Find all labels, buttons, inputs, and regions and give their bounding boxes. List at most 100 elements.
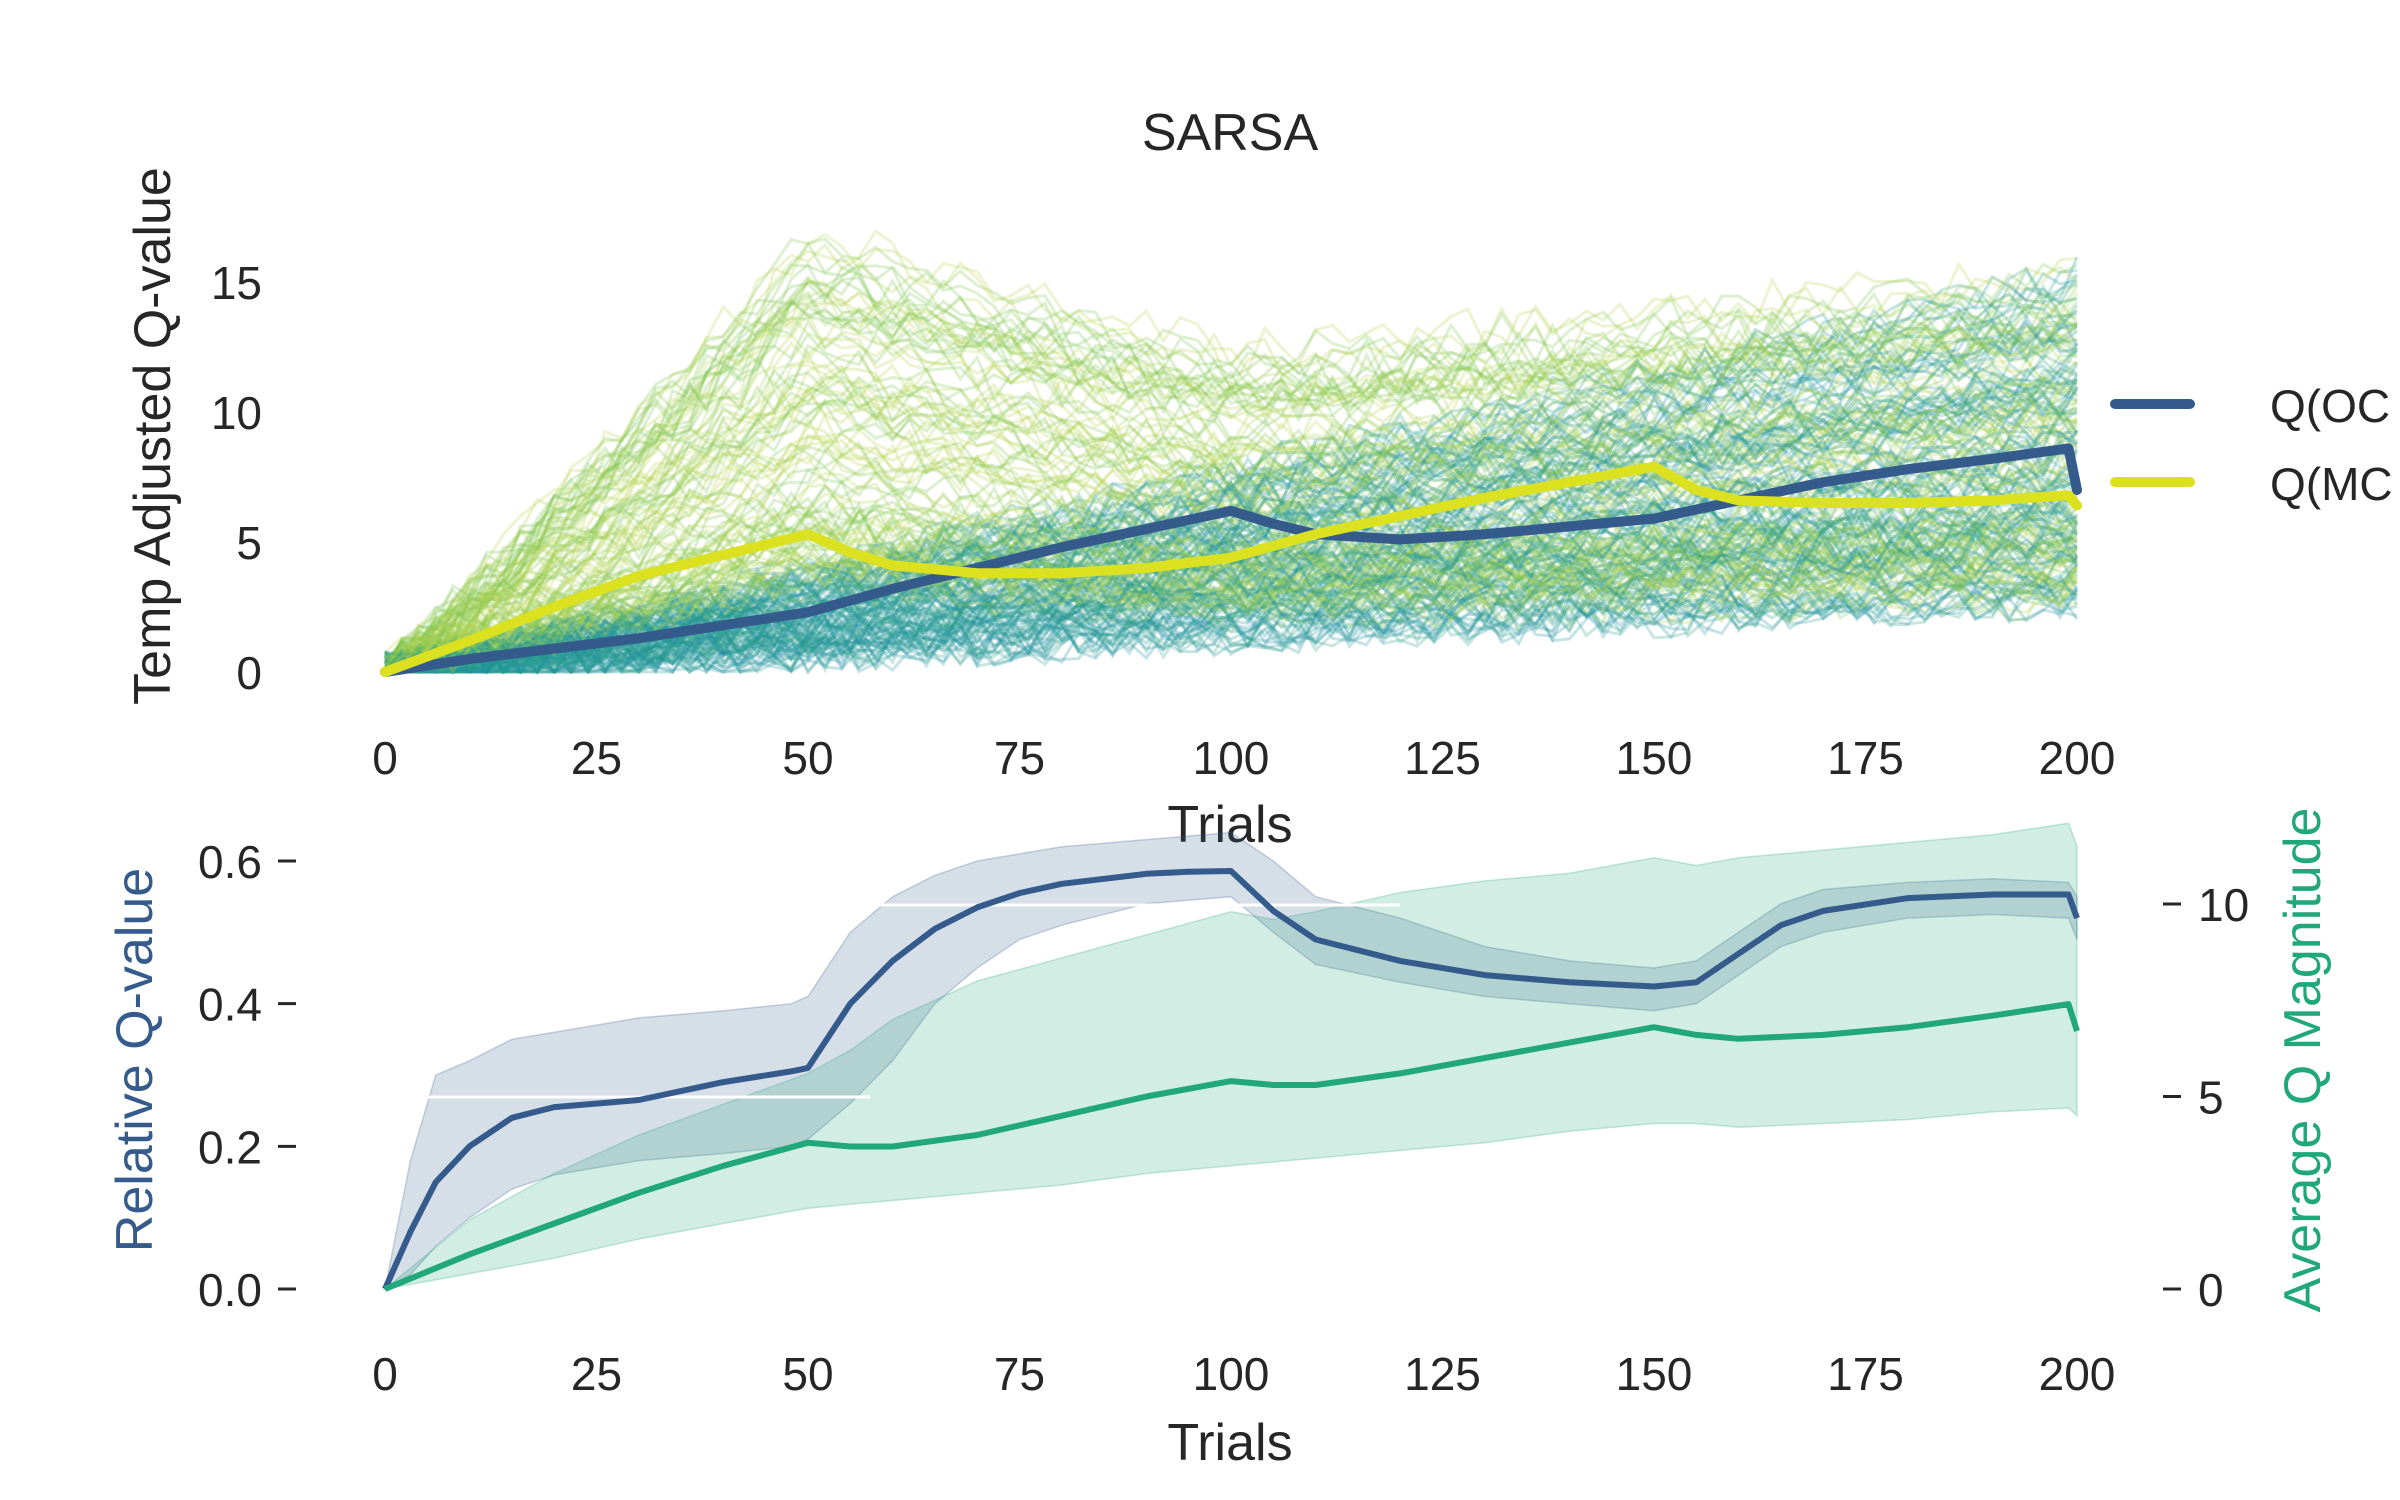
trajectory-line <box>384 579 2078 674</box>
trajectory-line <box>385 555 2079 674</box>
trajectory-line <box>384 527 2078 674</box>
trajectory-line <box>384 364 2078 674</box>
trajectory-line <box>384 561 2079 675</box>
bottom-panel: 0.0 0.2 0.4 0.6 0 5 10 0 25 50 75 100 125 150 175 200… <box>106 808 2332 1472</box>
trajectory-line <box>383 431 2078 674</box>
trajectory-line <box>384 291 2078 665</box>
trajectory-line <box>384 534 2078 674</box>
x-tick-label: 175 <box>1827 1348 1904 1400</box>
trajectory-line <box>384 313 2078 674</box>
trajectory-line <box>383 390 2078 673</box>
trajectory-line <box>384 325 2078 670</box>
trajectory-line <box>383 293 2078 673</box>
bottom-left-y-ticks: 0.0 0.2 0.4 0.6 <box>198 836 296 1316</box>
trajectory-line <box>383 521 2078 673</box>
trajectory-line <box>384 484 2078 674</box>
trajectory-line <box>383 374 2079 670</box>
trajectory-line <box>383 232 2078 674</box>
y-tick-label: 15 <box>211 257 262 309</box>
x-tick-label: 200 <box>2039 1348 2116 1400</box>
trajectory-line <box>384 551 2079 674</box>
y-tick-label: 0.0 <box>198 1264 262 1316</box>
trajectory-line <box>384 373 2079 665</box>
trajectory-line <box>384 583 2078 675</box>
trajectory-line <box>384 500 2078 670</box>
y-tick-label: 0.2 <box>198 1121 262 1173</box>
x-tick-label: 125 <box>1404 732 1481 784</box>
trajectory-line <box>384 384 2078 674</box>
trajectory-line <box>384 378 2078 674</box>
trajectory-line <box>385 532 2079 674</box>
trajectory-line <box>384 522 2079 674</box>
bottom-ylabel-right: Average Q Magnitude <box>2274 808 2332 1313</box>
x-tick-label: 25 <box>571 1348 622 1400</box>
trajectory-line <box>385 498 2079 675</box>
top-x-ticks: 0 25 50 75 100 125 150 175 200 <box>372 732 2115 784</box>
top-title: SARSA <box>1142 104 1319 162</box>
trajectory-line <box>384 507 2078 674</box>
x-tick-label: 75 <box>994 732 1045 784</box>
trajectory-line <box>384 430 2079 674</box>
trajectory-line <box>384 275 2079 674</box>
trajectory-line <box>383 327 2078 670</box>
x-tick-label: 100 <box>1193 732 1270 784</box>
trajectory-line <box>384 256 2079 674</box>
trajectory-line <box>383 332 2078 673</box>
series-line-left <box>382 868 2080 1291</box>
top-xlabel: Trials <box>1167 796 1292 854</box>
trajectory-line <box>384 556 2079 675</box>
trajectory-line <box>384 350 2078 674</box>
trajectory-line <box>383 399 2078 666</box>
trajectory-line <box>385 282 2078 674</box>
trajectory-line <box>384 297 2078 663</box>
trajectory-line <box>385 502 2079 674</box>
trajectory-line <box>384 537 2078 675</box>
trajectory-line <box>385 580 2078 675</box>
y-tick-label: 10 <box>211 387 262 439</box>
trajectory-line <box>385 370 2077 674</box>
top-ylabel: Temp Adjusted Q-value <box>124 167 182 705</box>
x-tick-label: 200 <box>2039 732 2116 784</box>
trajectory-line <box>384 530 2079 675</box>
trajectory-line <box>384 530 2078 674</box>
x-tick-label: 50 <box>782 1348 833 1400</box>
trajectory-line <box>384 547 2078 674</box>
trajectory-line <box>383 286 2078 674</box>
trajectory-line <box>383 573 2078 675</box>
bottom-right-y-ticks: 0 5 10 <box>2163 879 2249 1316</box>
top-y-ticks: 0 5 10 15 <box>211 257 262 699</box>
series-line-oc <box>380 443 2082 677</box>
trajectory-line <box>383 347 2079 673</box>
trajectory-line <box>384 262 2079 674</box>
trajectory-line <box>384 271 2078 674</box>
trajectory-line <box>384 311 2078 654</box>
trajectory-line <box>384 363 2078 662</box>
trajectory-line <box>384 397 2078 674</box>
trajectory-line <box>385 277 2078 674</box>
trajectory-line <box>384 547 2079 674</box>
trajectory-line <box>383 385 2079 675</box>
x-tick-label: 125 <box>1404 1348 1481 1400</box>
y-tick-label: 0.4 <box>198 979 262 1031</box>
trajectory-line <box>384 490 2078 674</box>
x-tick-label: 0 <box>372 732 398 784</box>
trajectory-line <box>384 389 2078 674</box>
trajectory-line <box>384 469 2078 674</box>
trajectory-line <box>384 319 2078 675</box>
trajectory-line <box>384 313 2079 674</box>
trajectory-line <box>383 266 2078 673</box>
x-tick-label: 100 <box>1193 1348 1270 1400</box>
trajectory-line <box>383 262 2078 673</box>
trajectory-line <box>385 559 2078 675</box>
top-panel: SARSA 0 5 10 15 0 25 50 75 100 125 150 175 200 Temp… <box>124 104 2393 854</box>
trajectory-line <box>383 505 2079 674</box>
trajectory-line <box>384 412 2078 674</box>
top-series-lines <box>380 443 2082 677</box>
trajectory-line <box>383 471 2079 674</box>
trajectory-line <box>384 423 2078 674</box>
trajectory-line <box>384 330 2078 675</box>
trajectory-line <box>383 560 2078 674</box>
trajectory-line <box>384 266 2078 674</box>
trajectory-line <box>383 575 2079 674</box>
